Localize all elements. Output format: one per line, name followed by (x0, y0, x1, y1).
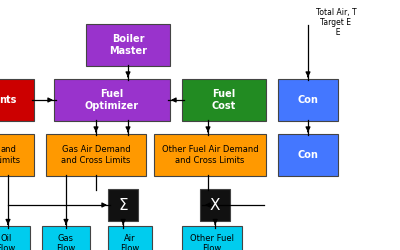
Text: nts: nts (0, 95, 17, 105)
Text: Other Fuel
Flow: Other Fuel Flow (190, 234, 234, 250)
FancyBboxPatch shape (0, 79, 34, 121)
FancyBboxPatch shape (108, 189, 138, 221)
FancyBboxPatch shape (182, 79, 266, 121)
Text: Con: Con (298, 150, 318, 160)
Text: Boiler
Master: Boiler Master (109, 34, 147, 56)
Text: Other Fuel Air Demand
and Cross Limits: Other Fuel Air Demand and Cross Limits (162, 145, 258, 165)
Text: Σ: Σ (118, 198, 128, 212)
Text: Oil
Flow: Oil Flow (0, 234, 16, 250)
Text: Con: Con (298, 95, 318, 105)
FancyBboxPatch shape (108, 226, 152, 250)
FancyBboxPatch shape (278, 134, 338, 176)
Text: Gas
Flow: Gas Flow (56, 234, 76, 250)
Text: Total Air, T
Target E
  E: Total Air, T Target E E (316, 8, 356, 37)
FancyBboxPatch shape (154, 134, 266, 176)
FancyBboxPatch shape (46, 134, 146, 176)
Text: Fuel
Cost: Fuel Cost (212, 89, 236, 111)
Text: X: X (210, 198, 220, 212)
Text: Gas Air Demand
and Cross Limits: Gas Air Demand and Cross Limits (61, 145, 131, 165)
FancyBboxPatch shape (42, 226, 90, 250)
FancyBboxPatch shape (86, 24, 170, 66)
FancyBboxPatch shape (54, 79, 170, 121)
FancyBboxPatch shape (0, 226, 30, 250)
FancyBboxPatch shape (278, 79, 338, 121)
FancyBboxPatch shape (182, 226, 242, 250)
FancyBboxPatch shape (200, 189, 230, 221)
Text: Air
Flow: Air Flow (120, 234, 140, 250)
Text: Fuel
Optimizer: Fuel Optimizer (85, 89, 139, 111)
FancyBboxPatch shape (0, 134, 34, 176)
Text: and
Limits: and Limits (0, 145, 20, 165)
